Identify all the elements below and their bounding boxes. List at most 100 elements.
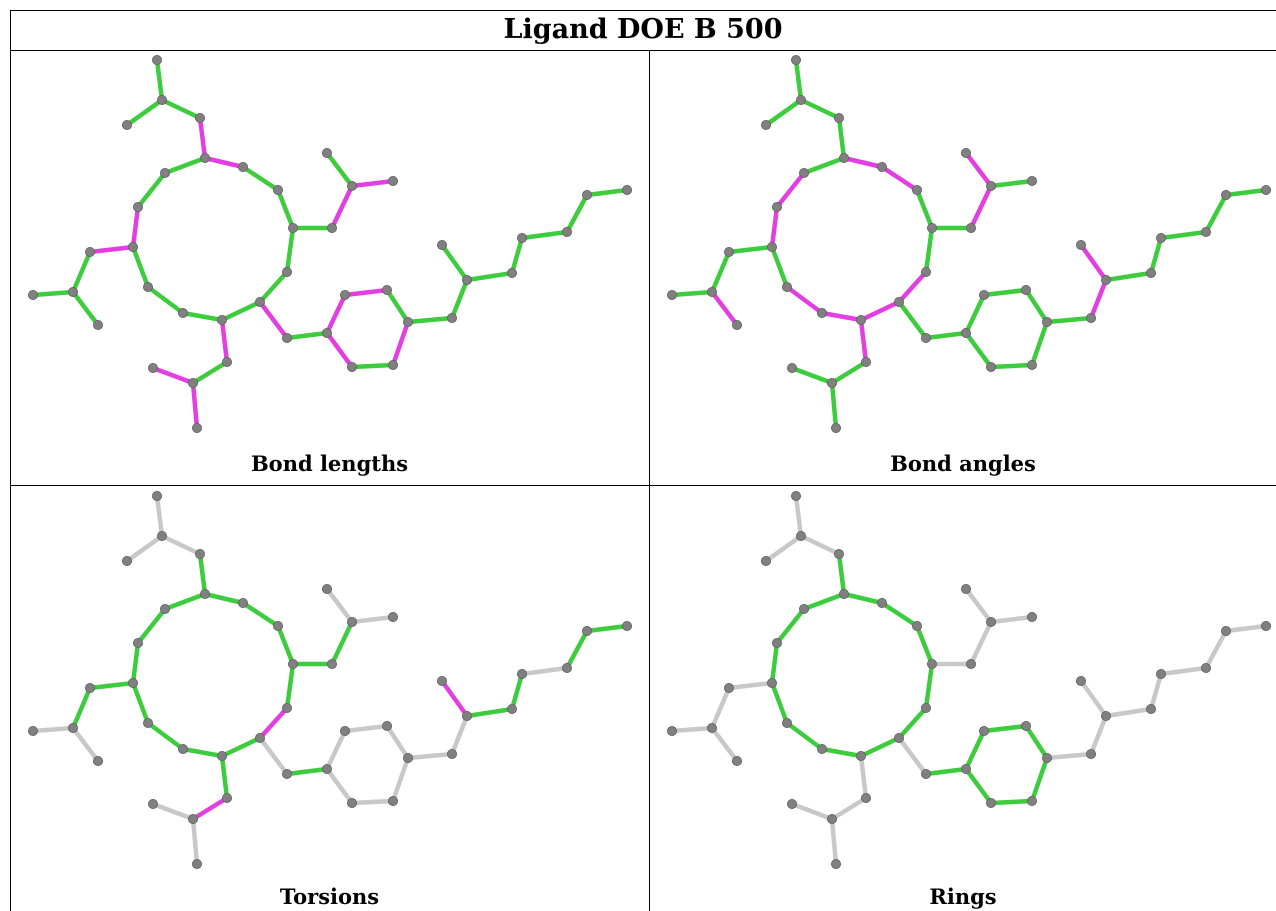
bond — [257, 269, 290, 305]
bond — [858, 299, 902, 323]
bond — [923, 330, 969, 341]
atom — [707, 286, 718, 297]
bond — [769, 680, 790, 726]
atom — [786, 362, 797, 373]
bond — [257, 299, 290, 341]
atom — [177, 307, 188, 318]
atom — [1026, 612, 1037, 623]
bond — [896, 299, 929, 341]
bond — [130, 244, 151, 290]
bond — [798, 533, 842, 557]
bond — [70, 725, 101, 764]
bond — [405, 315, 455, 325]
atom — [436, 675, 447, 686]
atom — [960, 584, 971, 595]
molecule-bond-lengths — [27, 55, 633, 433]
bond — [464, 706, 515, 719]
atom — [562, 662, 573, 673]
atom — [732, 755, 743, 766]
atom — [1221, 625, 1232, 636]
atom — [27, 725, 38, 736]
caption-torsions: Torsions — [279, 884, 380, 909]
bond — [180, 746, 225, 759]
bond — [1078, 678, 1109, 719]
bond — [1078, 242, 1109, 283]
atom — [446, 748, 457, 759]
atom — [287, 658, 298, 669]
bond — [858, 753, 869, 801]
atom — [816, 307, 827, 318]
bond — [1158, 665, 1209, 677]
bond — [342, 287, 390, 298]
bond — [1029, 319, 1050, 368]
bond — [190, 795, 230, 822]
bond — [914, 187, 935, 231]
atom — [926, 658, 937, 669]
bond — [1223, 623, 1269, 634]
bond — [923, 766, 969, 777]
bond — [584, 623, 630, 634]
bond — [1203, 628, 1229, 671]
atom — [346, 361, 357, 372]
bond — [384, 723, 411, 761]
bond — [519, 665, 570, 677]
bond — [564, 628, 590, 671]
panel-rings: Rings — [650, 486, 1276, 911]
atom — [156, 95, 167, 106]
bond — [988, 798, 1035, 806]
atom — [985, 616, 996, 627]
bond — [829, 816, 839, 867]
atom — [855, 750, 866, 761]
atom — [381, 720, 392, 731]
atom — [666, 289, 677, 300]
atom — [1075, 675, 1086, 686]
atom — [622, 184, 633, 195]
bond — [30, 289, 76, 298]
bond — [1023, 723, 1050, 761]
bond — [70, 249, 93, 295]
atom — [177, 743, 188, 754]
bond — [190, 380, 200, 431]
bond — [769, 204, 780, 250]
atom — [156, 531, 167, 542]
bond — [284, 225, 296, 275]
atom — [790, 491, 801, 501]
atom — [346, 180, 357, 191]
molecule-bond-angles — [666, 55, 1272, 433]
bond — [324, 150, 355, 189]
atom — [142, 717, 153, 728]
atom — [978, 725, 989, 736]
atom — [1155, 232, 1166, 243]
atom — [321, 327, 332, 338]
atom — [1261, 184, 1272, 195]
atom — [272, 184, 283, 195]
atom — [926, 222, 937, 233]
bond — [784, 284, 825, 316]
atom — [876, 162, 887, 173]
atom — [920, 702, 931, 713]
bond — [774, 606, 807, 646]
atom — [781, 281, 792, 292]
bond — [896, 735, 929, 777]
atom — [446, 312, 457, 323]
atom — [830, 422, 841, 433]
bond — [162, 591, 208, 612]
bond — [923, 225, 935, 275]
bond — [180, 310, 225, 323]
bond — [324, 766, 355, 806]
atom — [1100, 274, 1111, 285]
atom — [122, 556, 133, 567]
atom — [1085, 748, 1096, 759]
bond — [257, 735, 290, 777]
caption-rings: Rings — [929, 884, 997, 909]
panel-torsions: Torsions — [10, 486, 649, 911]
bond — [981, 287, 1029, 298]
bond — [709, 725, 740, 764]
atom — [838, 153, 849, 164]
bond — [841, 591, 885, 606]
caption-bond-angles: Bond angles — [890, 451, 1036, 476]
atom — [920, 332, 931, 343]
bond — [405, 751, 455, 761]
bond — [324, 330, 355, 370]
atom — [199, 153, 210, 164]
